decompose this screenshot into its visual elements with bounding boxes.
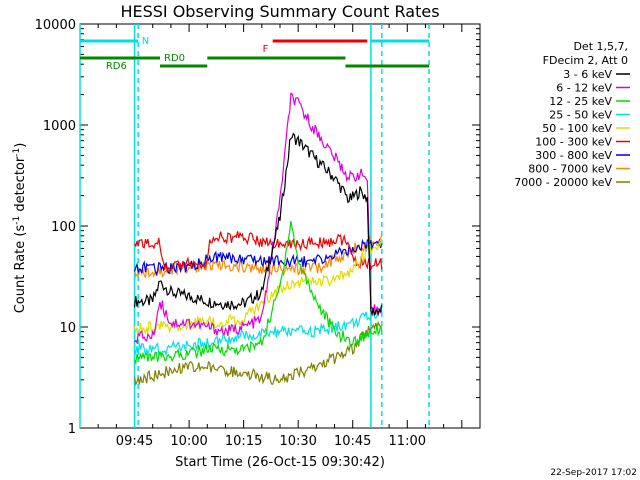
series-line-6	[133, 231, 383, 274]
bar-annotation: RD6	[106, 61, 127, 72]
x-tick-label: 10:30	[279, 434, 316, 449]
y-axis-label: Count Rate (s-1 detector-1)	[12, 143, 28, 314]
y-tick-label: 10000	[35, 18, 76, 33]
x-tick-label: 11:00	[389, 434, 426, 449]
series-line-2	[134, 92, 383, 345]
plot-frame	[79, 23, 481, 429]
series-line-3	[133, 221, 383, 366]
legend-label: 6 - 12 keV	[556, 82, 612, 95]
legend-label: 12 - 25 keV	[549, 95, 612, 108]
y-tick-label: 10	[59, 321, 76, 336]
bar-annotation: F	[263, 44, 269, 55]
series-line-5	[133, 238, 383, 335]
series-line-9	[133, 320, 382, 387]
legend-label: 300 - 800 keV	[535, 149, 612, 162]
bar-annotation: RD0	[164, 53, 185, 64]
y-tick-label: 100	[51, 220, 76, 235]
series-line-4	[133, 305, 383, 357]
y-tick-label: 1000	[43, 119, 76, 134]
series-line-7	[133, 238, 383, 277]
x-tick-label: 09:45	[116, 434, 153, 449]
series-line-1	[133, 132, 383, 317]
x-tick-label: 10:15	[225, 434, 262, 449]
footer-date: 22-Sep-2017 17:02	[550, 468, 637, 478]
legend-label: 25 - 50 keV	[549, 109, 612, 122]
legend-label: 3 - 6 keV	[563, 68, 612, 81]
chart-title: HESSI Observing Summary Count Rates	[120, 2, 439, 21]
legend-header-line-1: Det 1,5,7,	[573, 40, 628, 53]
legend-label: 800 - 7000 keV	[528, 163, 612, 176]
legend-header-line-2: FDecim 2, Att 0	[543, 54, 628, 67]
x-tick-label: 10:45	[334, 434, 371, 449]
x-axis-label: Start Time (26-Oct-15 09:30:42)	[175, 455, 385, 470]
legend-label: 100 - 300 keV	[535, 136, 612, 149]
bar-annotation: N	[142, 36, 149, 47]
y-tick-label: 1	[68, 422, 76, 437]
legend-label: 50 - 100 keV	[542, 122, 612, 135]
x-tick-label: 10:00	[170, 434, 207, 449]
legend-label: 7000 - 20000 keV	[514, 176, 612, 189]
